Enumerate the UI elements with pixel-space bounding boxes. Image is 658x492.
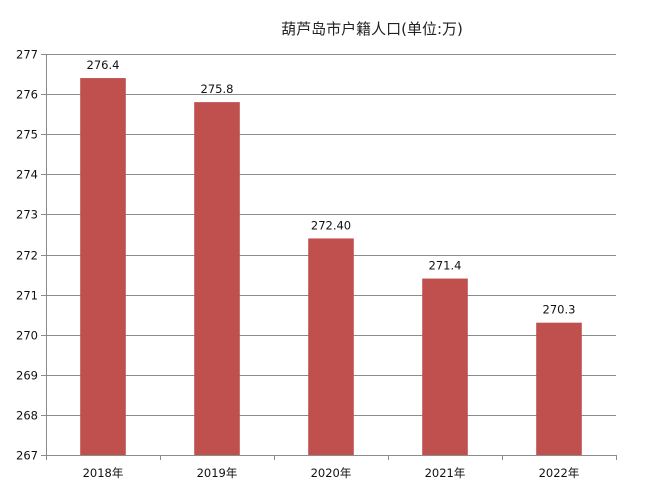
data-label: 275.8: [201, 82, 234, 96]
y-tick-label: 270: [16, 329, 38, 343]
y-tick-label: 271: [16, 289, 38, 303]
y-tick-label: 276: [16, 88, 38, 102]
y-tick-label: 272: [16, 249, 38, 263]
y-tick-label: 277: [16, 48, 38, 62]
bars: [80, 78, 582, 456]
data-label: 276.4: [87, 58, 120, 72]
x-tick-label: 2021年: [425, 466, 466, 480]
x-axis: 2018年 2019年 2020年 2021年 2022年: [46, 455, 617, 480]
bar: [80, 78, 126, 455]
data-label: 271.4: [429, 259, 462, 273]
y-tick-label: 275: [16, 128, 38, 142]
y-axis: 267 268 269 270 271 272 273 274 275 276 277: [16, 48, 47, 463]
bar: [422, 278, 468, 455]
y-tick-label: 268: [16, 409, 38, 423]
x-tick-label: 2022年: [539, 466, 580, 480]
bar: [536, 322, 582, 455]
y-tick-label: 267: [16, 449, 38, 463]
bar: [194, 102, 240, 456]
data-label: 272.40: [311, 218, 351, 232]
x-tick-label: 2020年: [311, 466, 352, 480]
x-tick-label: 2018年: [83, 466, 124, 480]
data-label: 270.3: [543, 303, 576, 317]
x-tick-label: 2019年: [197, 466, 238, 480]
y-tick-label: 269: [16, 369, 38, 383]
chart-title: 葫芦岛市户籍人口(单位:万): [281, 20, 463, 38]
data-labels: 276.4 275.8 272.40 271.4 270.3: [87, 58, 576, 317]
bar: [308, 238, 354, 455]
y-tick-label: 273: [16, 208, 38, 222]
y-tick-label: 274: [16, 168, 38, 182]
